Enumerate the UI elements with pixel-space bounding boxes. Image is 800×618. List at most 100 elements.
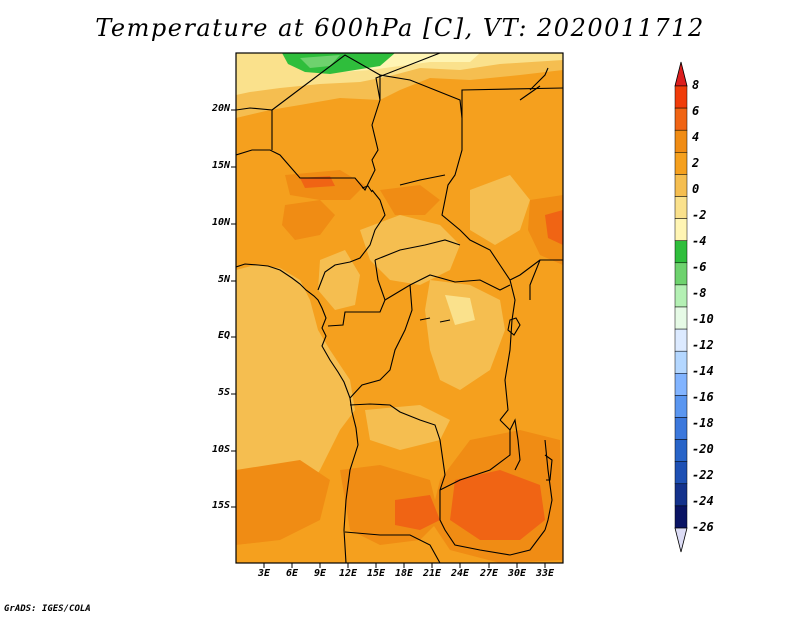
colorbar-box xyxy=(674,240,688,264)
lat-label: 10S xyxy=(211,444,230,455)
lon-label: 15E xyxy=(366,568,386,579)
border-cameroon-south xyxy=(327,259,386,327)
lat-label: EQ xyxy=(217,330,230,341)
field-nigeria-south-4to6 xyxy=(282,200,335,240)
lat-label: 15N xyxy=(211,160,230,171)
chart-title: Temperature at 600hPa [C], VT: 202001171… xyxy=(95,14,705,42)
colorbar-label: -4 xyxy=(692,234,707,248)
colorbar-label: -8 xyxy=(692,286,707,300)
border-egypt xyxy=(461,87,563,118)
colorbar-label: -22 xyxy=(692,468,714,482)
field-north-minus8to-6 xyxy=(300,55,340,68)
colorbar-box xyxy=(674,152,688,175)
colorbar-label: -16 xyxy=(692,390,714,404)
colorbar-label: -18 xyxy=(692,416,714,430)
border-sahel xyxy=(236,53,441,191)
lon-label: 6E xyxy=(285,568,299,579)
lon-label: 9E xyxy=(313,568,327,579)
lake-malawi xyxy=(544,454,553,481)
border-car-north xyxy=(374,239,461,261)
colorbar-box xyxy=(674,306,688,330)
field-cameroon-0to2 xyxy=(318,250,360,310)
colorbar-label: 6 xyxy=(692,104,700,118)
colorbar-label: 2 xyxy=(692,156,700,170)
colorbar-box xyxy=(674,174,688,197)
border-mali xyxy=(236,107,273,150)
colorbar-box xyxy=(674,218,688,241)
border-ethiopia xyxy=(509,259,541,281)
colorbar xyxy=(674,61,688,553)
lon-label: 3E xyxy=(257,568,271,579)
border-zambia-north xyxy=(439,419,511,491)
colorbar-box xyxy=(674,85,688,109)
lon-ticks xyxy=(263,563,546,568)
lon-label: 21E xyxy=(422,568,442,579)
red-sea-coast xyxy=(519,67,549,101)
field-southwest-4to6 xyxy=(236,460,330,545)
field-east-6to8 xyxy=(545,210,563,245)
coastline-west xyxy=(236,263,359,563)
border-chad-sudan xyxy=(379,74,511,281)
colorbar-label: -24 xyxy=(692,494,714,508)
field-south-2to4 xyxy=(236,535,360,563)
field-zambia-6to8 xyxy=(450,470,545,540)
colorbar-top-triangle xyxy=(674,61,688,87)
field-central-0to2 xyxy=(360,215,460,285)
lat-label: 5S xyxy=(217,387,230,398)
lon-label: 30E xyxy=(507,568,527,579)
lat-label: 5N xyxy=(217,274,230,285)
field-chad-4to6 xyxy=(380,185,440,215)
colorbar-box xyxy=(674,483,688,507)
field-congo-minus2to0 xyxy=(445,295,475,325)
country-borders xyxy=(236,53,563,563)
border-algeria xyxy=(271,54,381,111)
border-malawi xyxy=(544,439,553,531)
border-nigeria-cameroon xyxy=(317,189,386,291)
border-congo xyxy=(349,284,413,399)
lon-label: 33E xyxy=(535,568,555,579)
lake-chad xyxy=(361,185,373,193)
colorbar-label: -20 xyxy=(692,442,714,456)
colorbar-label: 8 xyxy=(692,78,700,92)
colorbar-box xyxy=(674,328,688,352)
lat-label: 10N xyxy=(211,217,230,228)
border-kenya xyxy=(529,259,563,300)
field-congo-0to2 xyxy=(425,280,505,390)
field-west-inner-0to2 xyxy=(236,320,300,445)
lon-label: 27E xyxy=(479,568,499,579)
colorbar-box xyxy=(674,107,688,131)
colorbar-label: -2 xyxy=(692,208,707,222)
lake-victoria xyxy=(507,317,521,336)
colorbar-bottom-triangle xyxy=(674,527,688,553)
lake-tanganyika xyxy=(509,418,521,471)
colorbar-label: 0 xyxy=(692,182,700,196)
lon-label: 12E xyxy=(338,568,358,579)
colorbar-label: 4 xyxy=(692,130,700,144)
field-angola-6to8 xyxy=(395,495,440,530)
map-frame xyxy=(235,52,564,564)
border-east-drc xyxy=(499,279,516,421)
river-congo xyxy=(419,317,451,323)
colorbar-label: -10 xyxy=(692,312,714,326)
colorbar-box xyxy=(674,505,688,529)
colorbar-label: -12 xyxy=(692,338,714,352)
lat-label: 15S xyxy=(211,500,230,511)
colorbar-box xyxy=(674,395,688,418)
colorbar-box xyxy=(674,417,688,440)
field-sudan-0to2 xyxy=(470,175,530,245)
lon-label: 18E xyxy=(394,568,414,579)
colorbar-box xyxy=(674,262,688,286)
colorbar-box xyxy=(674,129,688,153)
colorbar-box xyxy=(674,350,688,374)
lat-label: 20N xyxy=(211,103,230,114)
border-namibia xyxy=(344,531,441,563)
colorbar-box xyxy=(674,373,688,396)
lat-ticks xyxy=(231,109,236,508)
temperature-field xyxy=(236,53,563,563)
border-drc-angola xyxy=(349,403,446,491)
field-nigeria-6to8 xyxy=(300,176,335,188)
colorbar-label: -26 xyxy=(692,520,714,534)
colorbar-label: -6 xyxy=(692,260,707,274)
colorbar-box xyxy=(674,439,688,462)
